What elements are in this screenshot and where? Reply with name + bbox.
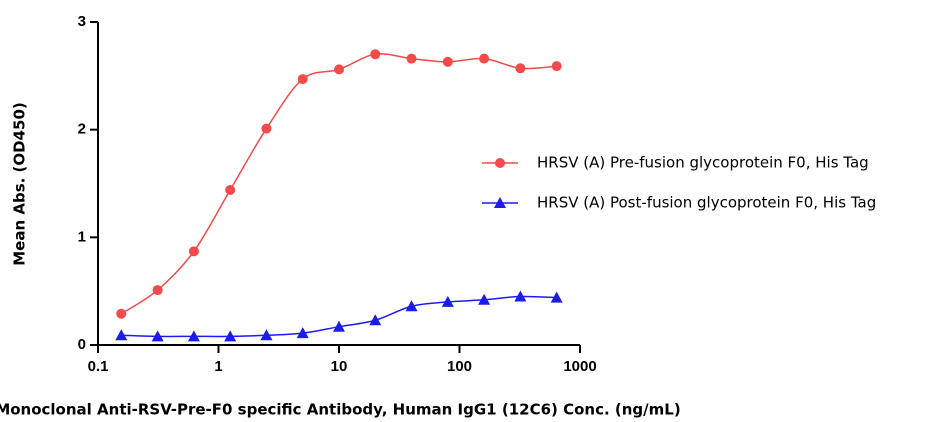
marker [115,329,128,341]
legend-marker [494,197,506,208]
y-tick-label: 2 [78,121,86,138]
marker [296,327,309,339]
marker [441,295,454,307]
marker [297,74,308,85]
marker [370,49,381,60]
marker [187,330,200,342]
legend-label: HRSV (A) Pre-fusion glycoprotein F0, His… [537,154,869,172]
y-axis-title: Mean Abs. (OD450) [11,102,29,266]
marker [514,290,527,302]
marker [334,64,344,75]
y-tick-label: 3 [78,13,86,30]
x-tick-label: 10 [331,358,348,375]
legend-label: HRSV (A) Post-fusion glycoprotein F0, Hi… [537,194,876,212]
marker [405,300,418,312]
marker [551,61,562,72]
x-tick-label: 0.1 [88,358,109,375]
marker [479,53,490,64]
y-tick-label: 1 [78,228,86,245]
marker [116,308,127,319]
marker [224,330,237,342]
x-tick-label: 1000 [563,358,596,375]
x-tick-label: 1 [214,358,222,375]
x-axis-title: Monoclonal Anti-RSV-Pre-F0 specific Anti… [0,401,681,419]
marker [225,184,236,195]
legend-marker [495,158,505,168]
marker [515,63,526,74]
marker [442,56,453,67]
series-line [120,53,557,315]
marker [478,293,491,305]
marker [369,314,382,326]
marker [151,330,164,342]
marker [333,320,345,332]
marker [406,53,417,64]
marker [188,246,199,257]
marker [261,123,272,134]
x-tick-label: 100 [447,358,472,375]
marker [550,291,563,303]
y-tick-label: 0 [78,336,86,353]
marker [152,285,163,296]
marker [260,329,273,341]
